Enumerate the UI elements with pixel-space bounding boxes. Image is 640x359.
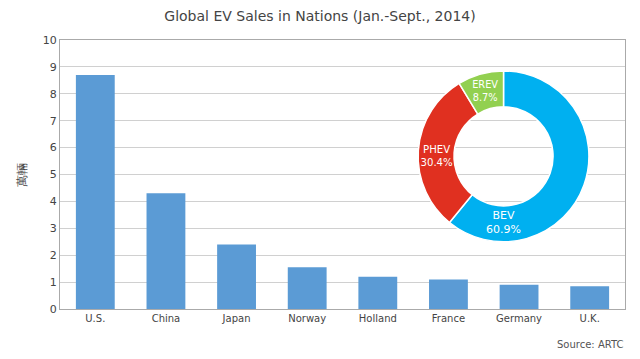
svg-text:2: 2 <box>50 249 57 262</box>
svg-text:7: 7 <box>50 115 57 128</box>
svg-text:8: 8 <box>50 88 57 101</box>
svg-text:4: 4 <box>50 195 57 208</box>
svg-text:U.S.: U.S. <box>85 313 105 324</box>
svg-text:Japan: Japan <box>222 313 251 324</box>
svg-text:PHEV30.4%: PHEV30.4% <box>420 144 453 168</box>
svg-text:Source: ARTC: Source: ARTC <box>557 339 623 350</box>
svg-text:U.K.: U.K. <box>580 313 600 324</box>
svg-text:0: 0 <box>50 303 57 316</box>
svg-text:9: 9 <box>50 61 57 74</box>
svg-text:Holland: Holland <box>359 313 397 324</box>
svg-text:Germany: Germany <box>496 313 542 324</box>
svg-text:China: China <box>152 313 181 324</box>
svg-text:6: 6 <box>50 141 57 154</box>
svg-text:10: 10 <box>43 34 57 47</box>
svg-text:France: France <box>432 313 465 324</box>
svg-text:EREV8.7%: EREV8.7% <box>472 79 498 103</box>
svg-text:Norway: Norway <box>288 313 326 324</box>
svg-text:BEV60.9%: BEV60.9% <box>486 209 521 236</box>
svg-text:3: 3 <box>50 222 57 235</box>
svg-text:Global EV Sales in Nations (Ja: Global EV Sales in Nations (Jan.-Sept., … <box>164 8 475 24</box>
svg-text:萬輛: 萬輛 <box>15 163 29 187</box>
svg-text:1: 1 <box>50 276 57 289</box>
svg-text:5: 5 <box>50 168 57 181</box>
